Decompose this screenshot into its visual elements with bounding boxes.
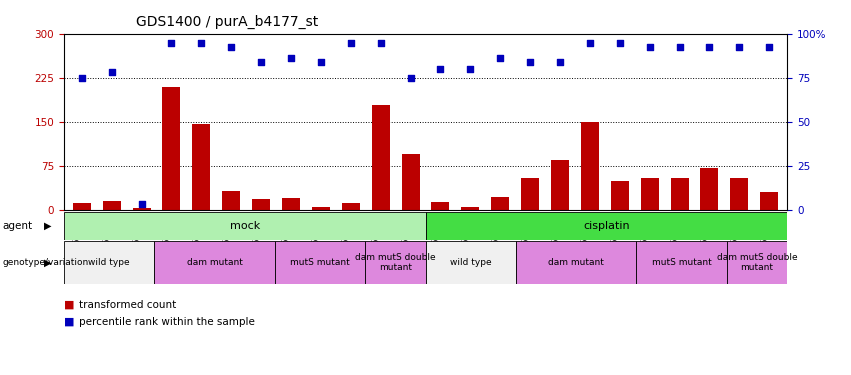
Bar — [581, 122, 599, 210]
Bar — [611, 181, 629, 210]
Bar — [641, 178, 659, 210]
Point — [374, 40, 387, 46]
Point — [344, 40, 357, 46]
Text: mutS mutant: mutS mutant — [290, 258, 350, 267]
Bar — [192, 124, 210, 210]
Point — [195, 40, 208, 46]
Bar — [521, 178, 539, 210]
Bar — [64, 212, 426, 240]
Bar — [372, 105, 390, 210]
Text: wild type: wild type — [450, 258, 492, 267]
Point — [75, 75, 89, 81]
Text: dam mutS double
mutant: dam mutS double mutant — [717, 253, 797, 272]
Bar — [727, 241, 787, 284]
Text: percentile rank within the sample: percentile rank within the sample — [79, 317, 255, 327]
Bar — [637, 241, 727, 284]
Point — [464, 66, 477, 72]
Text: ▶: ▶ — [44, 221, 52, 231]
Bar — [154, 241, 275, 284]
Bar — [342, 203, 360, 210]
Point — [553, 59, 567, 65]
Text: dam mutant: dam mutant — [548, 258, 604, 267]
Text: dam mutant: dam mutant — [186, 258, 243, 267]
Bar — [461, 207, 479, 210]
Bar — [426, 212, 787, 240]
Bar — [312, 207, 330, 210]
Point — [583, 40, 597, 46]
Bar — [73, 203, 91, 210]
Point — [523, 59, 537, 65]
Bar — [103, 201, 121, 210]
Point — [643, 44, 656, 50]
Text: genotype/variation: genotype/variation — [3, 258, 89, 267]
Point — [105, 69, 118, 75]
Text: ■: ■ — [64, 317, 74, 327]
Point — [703, 44, 717, 50]
Bar — [760, 192, 778, 210]
Bar — [426, 241, 516, 284]
Bar — [252, 200, 270, 210]
Text: agent: agent — [3, 221, 32, 231]
Bar — [671, 178, 688, 210]
Bar — [402, 154, 420, 210]
Point — [284, 56, 298, 62]
Bar — [516, 241, 637, 284]
Bar — [431, 202, 449, 210]
Text: cisplatin: cisplatin — [583, 221, 630, 231]
Point — [733, 44, 746, 50]
Point — [225, 44, 238, 50]
Bar — [491, 197, 509, 210]
Point — [403, 75, 417, 81]
Bar — [64, 241, 154, 284]
Bar — [163, 87, 180, 210]
Bar — [365, 241, 426, 284]
Point — [254, 59, 268, 65]
Point — [673, 44, 687, 50]
Point — [434, 66, 448, 72]
Text: wild type: wild type — [89, 258, 130, 267]
Point — [164, 40, 178, 46]
Point — [494, 56, 507, 62]
Text: dam mutS double
mutant: dam mutS double mutant — [355, 253, 436, 272]
Text: GDS1400 / purA_b4177_st: GDS1400 / purA_b4177_st — [136, 15, 318, 29]
Text: mock: mock — [230, 221, 260, 231]
Bar — [551, 160, 569, 210]
Point — [314, 59, 328, 65]
Point — [762, 44, 776, 50]
Bar — [700, 168, 718, 210]
Point — [613, 40, 626, 46]
Point — [134, 201, 148, 207]
Bar — [730, 178, 748, 210]
Bar — [275, 241, 365, 284]
Bar — [222, 191, 240, 210]
Text: ▶: ▶ — [44, 258, 52, 268]
Text: ■: ■ — [64, 300, 74, 310]
Text: mutS mutant: mutS mutant — [652, 258, 711, 267]
Bar — [282, 198, 300, 210]
Bar — [133, 208, 151, 210]
Text: transformed count: transformed count — [79, 300, 176, 310]
